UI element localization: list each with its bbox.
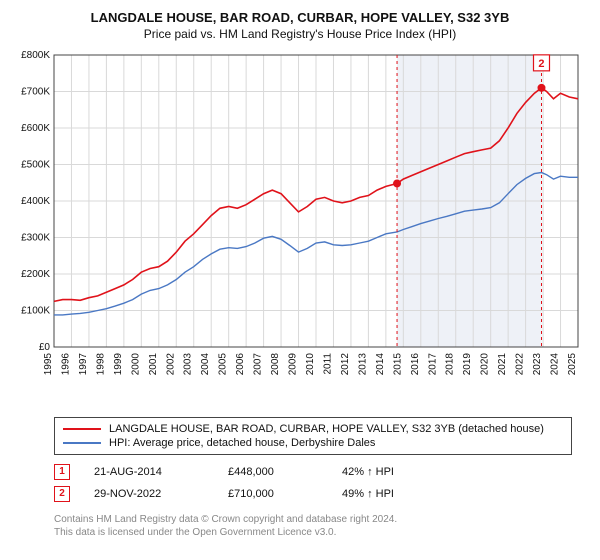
svg-text:£0: £0 [39,342,51,353]
transaction-relation: 49% ↑ HPI [342,488,394,500]
legend-swatch [63,442,101,444]
svg-text:2013: 2013 [357,353,368,376]
transaction-table: 1 21-AUG-2014 £448,000 42% ↑ HPI 2 29-NOV-202… [54,461,572,505]
legend-item: LANGDALE HOUSE, BAR ROAD, CURBAR, HOPE V… [63,422,563,436]
chart-title: LANGDALE HOUSE, BAR ROAD, CURBAR, HOPE V… [12,10,588,25]
svg-text:2006: 2006 [235,353,246,376]
svg-text:2014: 2014 [375,353,386,376]
svg-text:2019: 2019 [462,353,473,376]
svg-text:2003: 2003 [183,353,194,376]
svg-text:2009: 2009 [288,353,299,376]
svg-text:2022: 2022 [515,353,526,376]
svg-text:2015: 2015 [392,353,403,376]
svg-text:2021: 2021 [497,353,508,376]
svg-text:1996: 1996 [60,353,71,376]
svg-text:2025: 2025 [567,353,578,376]
svg-text:2016: 2016 [410,353,421,376]
svg-text:2000: 2000 [130,353,141,376]
legend-label: LANGDALE HOUSE, BAR ROAD, CURBAR, HOPE V… [109,423,544,435]
legend-item: HPI: Average price, detached house, Derb… [63,436,563,450]
svg-text:2020: 2020 [480,353,491,376]
svg-text:2012: 2012 [340,353,351,376]
svg-text:2005: 2005 [218,353,229,376]
chart-subtitle: Price paid vs. HM Land Registry's House … [12,27,588,41]
transaction-date: 21-AUG-2014 [94,466,204,478]
svg-text:£600K: £600K [21,123,50,134]
svg-text:2018: 2018 [445,353,456,376]
svg-text:£100K: £100K [21,306,50,317]
transaction-relation: 42% ↑ HPI [342,466,394,478]
transaction-row: 1 21-AUG-2014 £448,000 42% ↑ HPI [54,461,572,483]
transaction-row: 2 29-NOV-2022 £710,000 49% ↑ HPI [54,483,572,505]
svg-text:2011: 2011 [322,353,333,375]
footer-attribution: Contains HM Land Registry data © Crown c… [54,513,572,539]
legend-label: HPI: Average price, detached house, Derb… [109,437,375,449]
svg-text:£300K: £300K [21,233,50,244]
chart-svg: £0 £100K £200K £300K £400K £500K £600K £700K £80… [12,47,588,407]
svg-text:2004: 2004 [200,353,211,376]
chart-area: £0 £100K £200K £300K £400K £500K £600K £700K £80… [12,47,588,407]
svg-text:£400K: £400K [21,196,50,207]
transaction-price: £448,000 [228,466,318,478]
svg-text:1997: 1997 [78,353,89,376]
svg-text:2001: 2001 [148,353,159,376]
svg-text:1999: 1999 [113,353,124,376]
footer-line-2: This data is licensed under the Open Gov… [54,526,572,539]
svg-text:2023: 2023 [532,353,543,376]
footer-line-1: Contains HM Land Registry data © Crown c… [54,513,572,526]
svg-text:£700K: £700K [21,87,50,98]
svg-text:2002: 2002 [165,353,176,376]
svg-text:£800K: £800K [21,50,50,61]
svg-text:2007: 2007 [253,353,264,376]
svg-text:1995: 1995 [43,353,54,376]
svg-text:2008: 2008 [270,353,281,376]
transaction-marker: 1 [54,464,70,480]
svg-text:1998: 1998 [95,353,106,376]
svg-text:2010: 2010 [305,353,316,376]
svg-text:£200K: £200K [21,269,50,280]
legend-swatch [63,428,101,430]
transaction-marker: 2 [54,486,70,502]
svg-text:2017: 2017 [427,353,438,376]
svg-text:2024: 2024 [550,353,561,376]
transaction-date: 29-NOV-2022 [94,488,204,500]
svg-text:£500K: £500K [21,160,50,171]
svg-text:2: 2 [538,58,544,70]
transaction-price: £710,000 [228,488,318,500]
legend: LANGDALE HOUSE, BAR ROAD, CURBAR, HOPE V… [54,417,572,455]
